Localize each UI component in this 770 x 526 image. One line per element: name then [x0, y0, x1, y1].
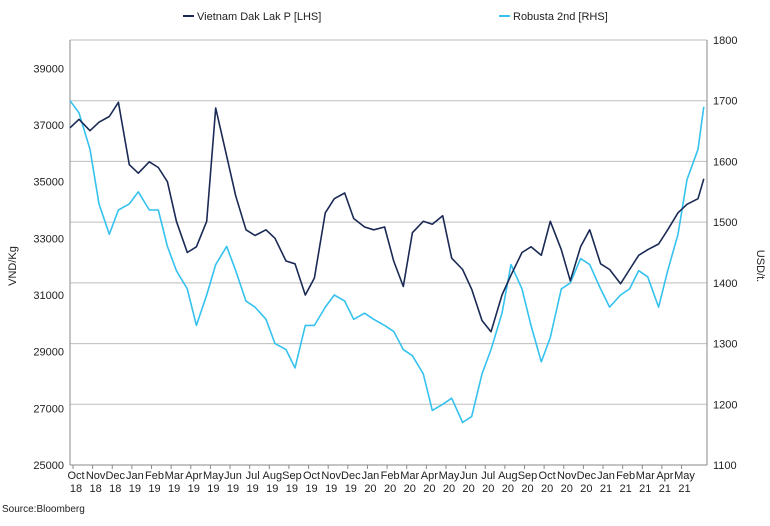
x-tick-month: Oct	[303, 470, 320, 482]
x-tick-month: Jun	[224, 470, 242, 482]
x-tick-year: 20	[541, 483, 553, 495]
x-tick-month: Mar	[636, 470, 655, 482]
legend-label: Robusta 2nd [RHS]	[513, 11, 608, 23]
right-tick-label: 1400	[713, 278, 737, 290]
x-tick-month: Jan	[362, 470, 380, 482]
x-tick-year: 19	[266, 483, 278, 495]
x-tick-year: 20	[521, 483, 533, 495]
axes	[69, 40, 708, 466]
x-tick-year: 20	[502, 483, 514, 495]
left-tick-label: 31000	[33, 290, 64, 302]
x-tick-year: 19	[286, 483, 298, 495]
left-axis-title: VND/Kg	[7, 246, 19, 286]
left-tick-label: 35000	[33, 177, 64, 189]
legend-robusta: Robusta 2nd [RHS]	[499, 11, 608, 23]
x-tick-year: 20	[580, 483, 592, 495]
right-tick-label: 1200	[713, 399, 737, 411]
x-tick-month: Mar	[165, 470, 184, 482]
x-tick-year: 20	[423, 483, 435, 495]
x-tick-year: 19	[148, 483, 160, 495]
x-tick-year: 19	[325, 483, 337, 495]
right-axis-title: USD/t.	[754, 250, 766, 282]
x-tick-year: 20	[443, 483, 455, 495]
x-tick-year: 20	[482, 483, 494, 495]
x-tick-month: Apr	[421, 470, 438, 482]
gridlines	[70, 39, 707, 466]
x-tick-month: Nov	[321, 470, 341, 482]
x-tick-month: Nov	[86, 470, 106, 482]
left-axis-ticks: 25000 27000 29000 31000 33000 35000 37000 39000	[33, 63, 64, 472]
source-note: Source:Bloomberg	[2, 504, 85, 515]
x-tick-month: May	[203, 470, 224, 482]
x-tick-year: 19	[227, 483, 239, 495]
x-tick-month: Jul	[481, 470, 495, 482]
x-tick-month: Oct	[539, 470, 556, 482]
right-axis-ticks: 1100 1200 1300 1400 1500 1600 1700 1800	[713, 35, 737, 472]
right-tick-label: 1300	[713, 339, 737, 351]
x-tick-month: Sep	[518, 470, 538, 482]
x-tick-year: 19	[345, 483, 357, 495]
x-tick-year: 18	[90, 483, 102, 495]
x-tick-month: Dec	[577, 470, 597, 482]
x-tick-month: Oct	[67, 470, 84, 482]
x-tick-year: 19	[188, 483, 200, 495]
x-tick-month: Jul	[246, 470, 260, 482]
x-tick-month: May	[674, 470, 695, 482]
x-tick-month: Feb	[616, 470, 635, 482]
x-tick-year: 21	[678, 483, 690, 495]
x-tick-month: Jan	[126, 470, 144, 482]
x-tick-year: 18	[70, 483, 82, 495]
right-tick-label: 1800	[713, 35, 737, 47]
right-tick-label: 1700	[713, 96, 737, 108]
x-tick-month: Feb	[381, 470, 400, 482]
x-axis-ticks: Oct18Nov18Dec18Jan19Feb19Mar19Apr19May19…	[67, 465, 695, 495]
x-tick-month: Jun	[460, 470, 478, 482]
x-tick-year: 19	[305, 483, 317, 495]
x-tick-year: 21	[620, 483, 632, 495]
x-tick-month: Dec	[341, 470, 361, 482]
x-tick-month: Feb	[145, 470, 164, 482]
x-tick-year: 19	[168, 483, 180, 495]
legend: Vietnam Dak Lak P [LHS] Robusta 2nd [RHS]	[183, 11, 608, 23]
x-tick-year: 21	[600, 483, 612, 495]
x-tick-month: May	[439, 470, 460, 482]
left-tick-label: 37000	[33, 120, 64, 132]
x-tick-month: Jan	[597, 470, 615, 482]
left-tick-label: 33000	[33, 233, 64, 245]
x-tick-month: Dec	[105, 470, 125, 482]
right-tick-label: 1100	[713, 460, 737, 472]
right-tick-label: 1500	[713, 217, 737, 229]
x-tick-year: 21	[659, 483, 671, 495]
x-tick-month: Apr	[185, 470, 202, 482]
x-tick-year: 19	[247, 483, 259, 495]
x-tick-year: 18	[109, 483, 121, 495]
x-tick-month: Aug	[263, 470, 283, 482]
left-tick-label: 25000	[33, 460, 64, 472]
x-tick-month: Sep	[282, 470, 302, 482]
x-tick-year: 20	[462, 483, 474, 495]
series-lines	[69, 100, 705, 424]
x-tick-year: 19	[207, 483, 219, 495]
x-tick-year: 19	[129, 483, 141, 495]
left-tick-label: 39000	[33, 63, 64, 75]
left-tick-label: 27000	[33, 403, 64, 415]
x-tick-month: Mar	[400, 470, 419, 482]
left-tick-label: 29000	[33, 347, 64, 359]
x-tick-year: 20	[364, 483, 376, 495]
legend-label: Vietnam Dak Lak P [LHS]	[197, 11, 321, 23]
x-tick-month: Nov	[557, 470, 577, 482]
x-tick-year: 20	[404, 483, 416, 495]
x-tick-month: Apr	[656, 470, 673, 482]
right-tick-label: 1600	[713, 156, 737, 168]
dak-lak-series-line	[69, 101, 705, 333]
robusta-series-line	[69, 100, 705, 424]
legend-dak-lak: Vietnam Dak Lak P [LHS]	[183, 11, 321, 23]
x-tick-year: 20	[384, 483, 396, 495]
x-tick-year: 20	[561, 483, 573, 495]
x-tick-year: 21	[639, 483, 651, 495]
x-tick-month: Aug	[498, 470, 518, 482]
